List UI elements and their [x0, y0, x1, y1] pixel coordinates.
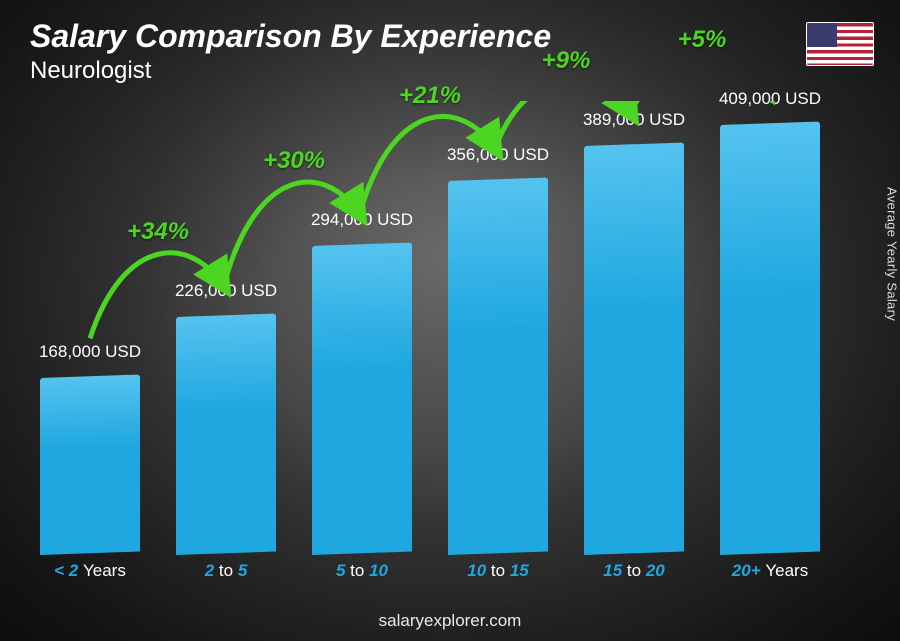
bar-front — [720, 122, 820, 555]
chart-title: Salary Comparison By Experience — [30, 18, 551, 55]
bar-chart: 168,000 USD< 2 Years226,000 USD2 to 5294… — [30, 101, 850, 581]
bar — [176, 314, 276, 555]
title-block: Salary Comparison By Experience Neurolog… — [30, 18, 551, 85]
bar-value-label: 226,000 USD — [156, 281, 296, 301]
increase-label: +30% — [214, 147, 374, 175]
bar-front — [176, 314, 276, 555]
bar-x-label: 5 to 10 — [302, 561, 422, 581]
increase-label: +21% — [350, 82, 510, 110]
bar-value-label: 356,000 USD — [428, 145, 568, 165]
bar-front — [40, 375, 140, 555]
bar-x-label: 15 to 20 — [574, 561, 694, 581]
bar-value-label: 409,000 USD — [700, 89, 840, 109]
bar — [312, 242, 412, 555]
increase-label: +5% — [622, 26, 782, 54]
y-axis-label: Average Yearly Salary — [885, 187, 900, 321]
bar-front — [312, 242, 412, 555]
bar-x-label: 20+ Years — [710, 561, 830, 581]
increase-label: +34% — [78, 218, 238, 246]
bar-value-label: 168,000 USD — [20, 342, 160, 362]
bar-x-label: 2 to 5 — [166, 561, 286, 581]
bar — [584, 143, 684, 555]
bar-front — [448, 177, 548, 555]
bar — [720, 122, 820, 555]
country-flag-us — [806, 22, 874, 66]
footer-attribution: salaryexplorer.com — [0, 611, 900, 631]
bar — [448, 177, 548, 555]
bar-x-label: < 2 Years — [30, 561, 150, 581]
bar-value-label: 294,000 USD — [292, 210, 432, 230]
bar — [40, 375, 140, 555]
bar-front — [584, 143, 684, 555]
bar-value-label: 389,000 USD — [564, 110, 704, 130]
bar-x-label: 10 to 15 — [438, 561, 558, 581]
